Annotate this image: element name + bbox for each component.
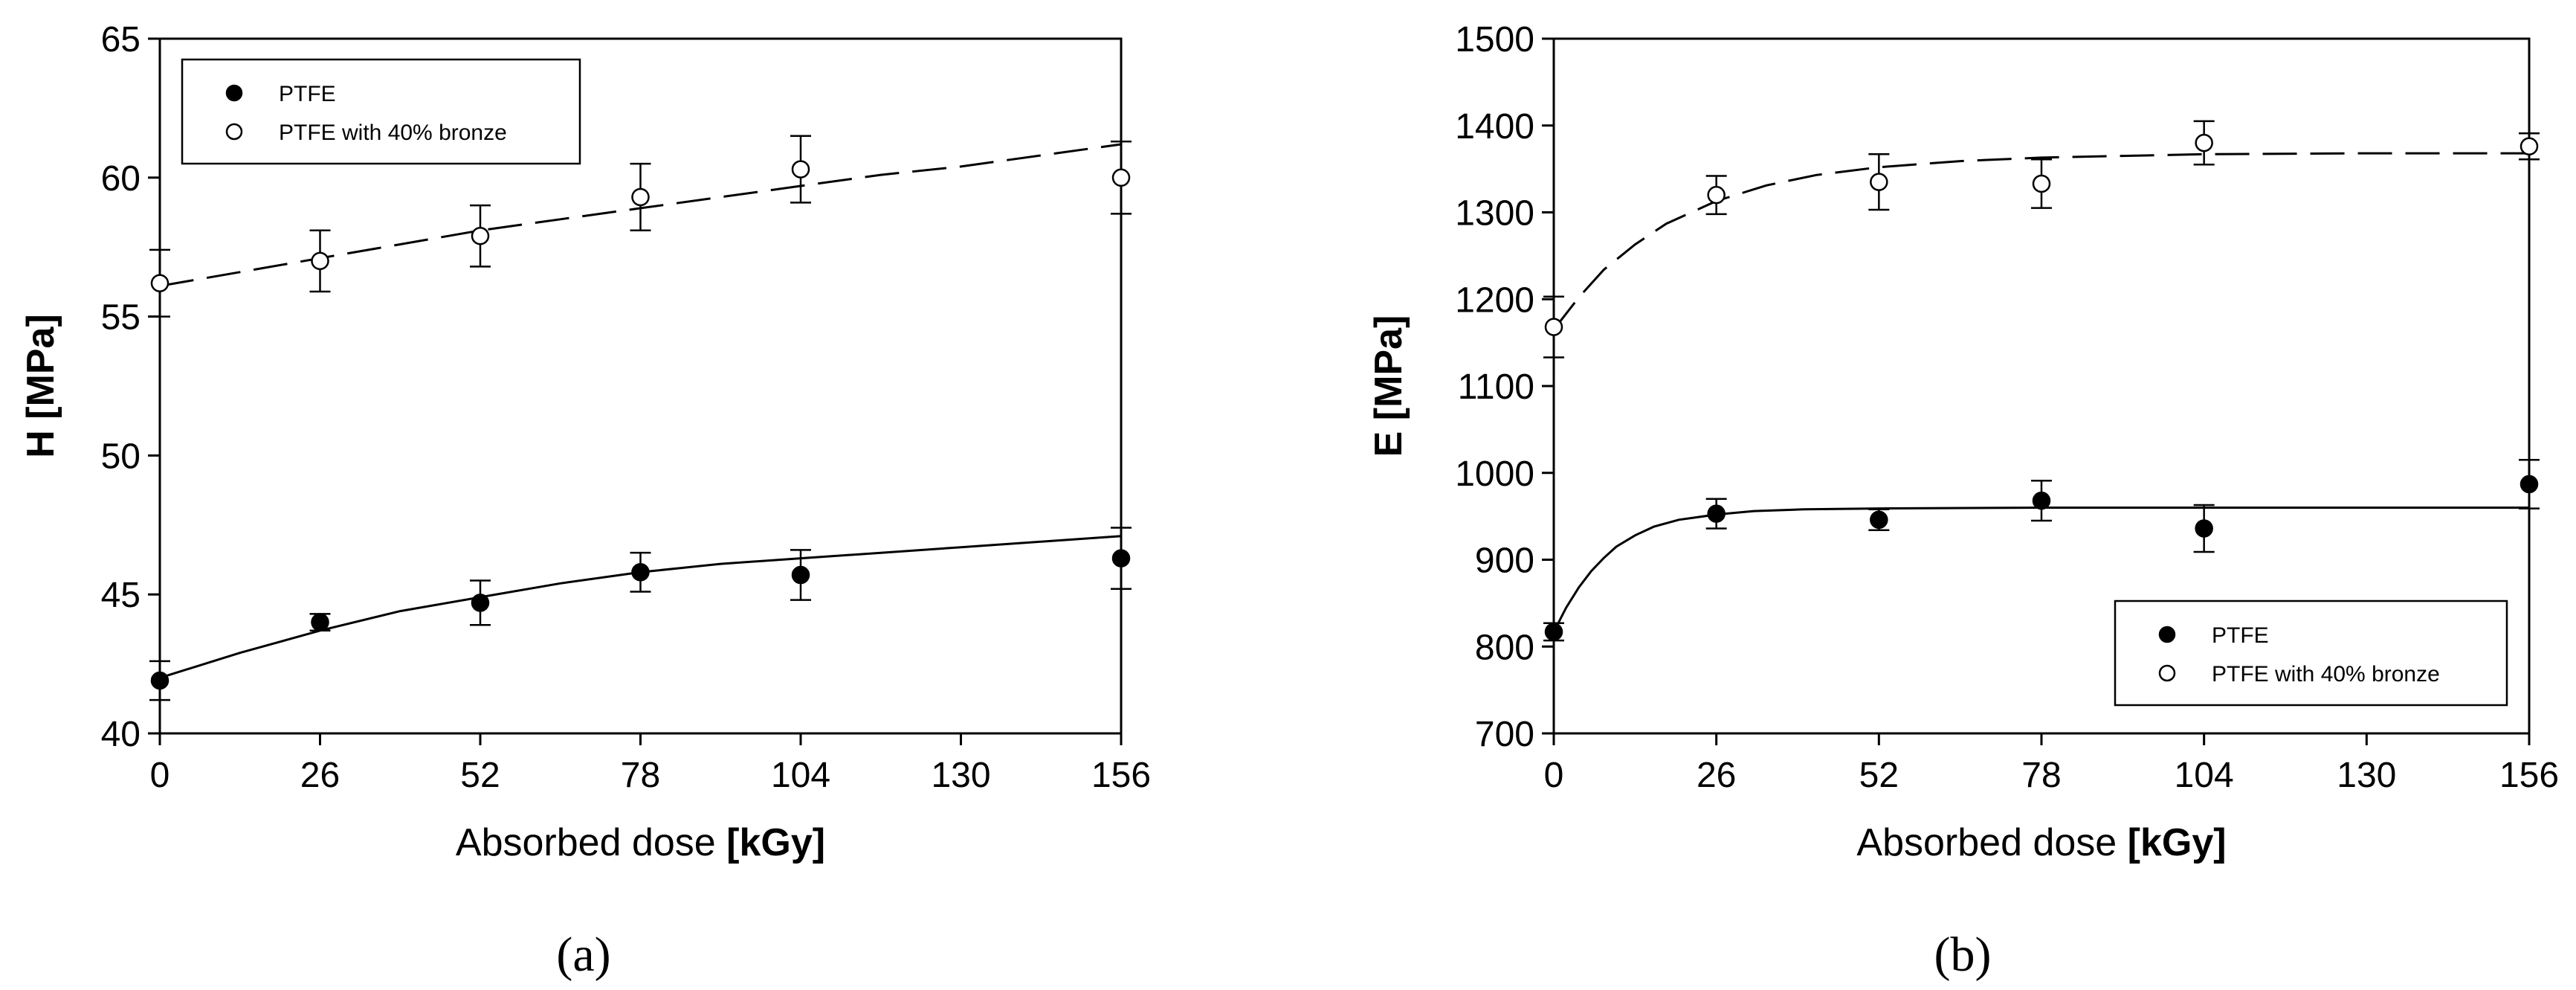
y-tick-label: 900	[1475, 541, 1534, 581]
legend-box	[2114, 600, 2508, 707]
fit-curve	[1552, 152, 2529, 331]
data-point	[471, 594, 490, 612]
x-tick-label: 130	[2337, 756, 2396, 795]
legend-marker	[225, 84, 243, 102]
legend: PTFE PTFE with 40% bronze	[181, 58, 581, 165]
x-axis-title: Absorbed dose [kGy]	[456, 821, 825, 864]
data-point	[1707, 504, 1726, 523]
y-tick-label: 700	[1475, 715, 1534, 754]
x-tick-label: 0	[1544, 756, 1564, 795]
data-point	[2195, 519, 2213, 538]
legend-label: PTFE	[2212, 623, 2269, 648]
y-axis-title: E [MPa]	[1367, 315, 1410, 457]
data-point	[1111, 168, 1131, 187]
data-point	[1870, 510, 1888, 530]
series-ptfe	[149, 527, 1132, 701]
x-tick-label: 26	[1697, 756, 1736, 795]
data-point	[1111, 549, 1131, 568]
y-tick-label: 40	[101, 715, 141, 754]
y-tick-label: 1500	[1455, 20, 1534, 60]
legend-label: PTFE	[279, 82, 336, 106]
y-tick-label: 65	[101, 20, 141, 60]
series-ptfe	[1543, 458, 2540, 642]
data-point	[1870, 173, 1888, 191]
data-point	[1544, 318, 1563, 336]
x-axis-title: Absorbed dose [kGy]	[1856, 821, 2226, 864]
chart-panel-b: 0 26 52 78 104 130 156 700 800 900 1000 1100 1200 130…	[1367, 20, 2559, 982]
fit-curve	[1552, 507, 2529, 633]
y-tick-label: 1300	[1455, 194, 1534, 234]
legend-marker	[2158, 626, 2176, 643]
panel-caption: (a)	[556, 928, 610, 982]
x-tick-label: 78	[621, 756, 660, 795]
x-tick-label: 52	[1859, 756, 1899, 795]
y-tick-label: 45	[101, 576, 141, 615]
data-point	[2519, 475, 2539, 494]
data-point	[2519, 137, 2539, 156]
legend-label: PTFE with 40% bronze	[279, 120, 507, 145]
data-point	[2195, 133, 2213, 152]
x-tick-label: 104	[771, 756, 830, 795]
data-point	[631, 187, 650, 207]
legend: PTFE PTFE with 40% bronze	[2114, 600, 2508, 707]
x-tick-label: 52	[460, 756, 500, 795]
data-point	[1707, 185, 1726, 205]
y-tick-label: 1100	[1458, 367, 1534, 407]
data-point	[150, 671, 170, 690]
data-point	[1544, 623, 1563, 641]
legend-marker	[225, 123, 243, 141]
panel-caption: (b)	[1934, 928, 1992, 982]
y-axis-title: H [MPa]	[19, 314, 62, 458]
y-tick-label: 1200	[1455, 280, 1534, 320]
x-tick-label: 0	[150, 756, 170, 795]
data-point	[791, 160, 810, 179]
series-ptfe-bronze	[149, 135, 1132, 318]
legend-box	[181, 58, 581, 165]
x-tick-label: 104	[2175, 756, 2234, 795]
x-tick-label: 156	[1091, 756, 1151, 795]
x-tick-label: 156	[2499, 756, 2559, 795]
y-tick-label: 800	[1475, 628, 1534, 667]
data-point	[311, 613, 329, 631]
legend-marker	[2158, 664, 2176, 682]
x-tick-label: 130	[931, 756, 990, 795]
data-point	[150, 274, 170, 293]
data-point	[791, 565, 810, 585]
data-point	[631, 563, 650, 582]
chart-panel-a: 0 26 52 78 104 130 156 40 45 50 55 60 65 Absorbed dos…	[19, 20, 1151, 982]
x-tick-label: 78	[2021, 756, 2061, 795]
data-point	[2032, 491, 2051, 510]
y-tick-label: 50	[101, 437, 141, 476]
y-tick-label: 55	[101, 298, 141, 338]
legend-label: PTFE with 40% bronze	[2212, 662, 2440, 687]
data-point	[311, 251, 329, 271]
x-tick-label: 26	[300, 756, 340, 795]
series-ptfe-bronze	[1543, 120, 2540, 359]
y-tick-label: 60	[101, 159, 141, 199]
y-tick-label: 1000	[1455, 454, 1534, 494]
data-point	[471, 227, 490, 245]
y-tick-label: 1400	[1455, 107, 1534, 147]
data-point	[2032, 174, 2051, 193]
